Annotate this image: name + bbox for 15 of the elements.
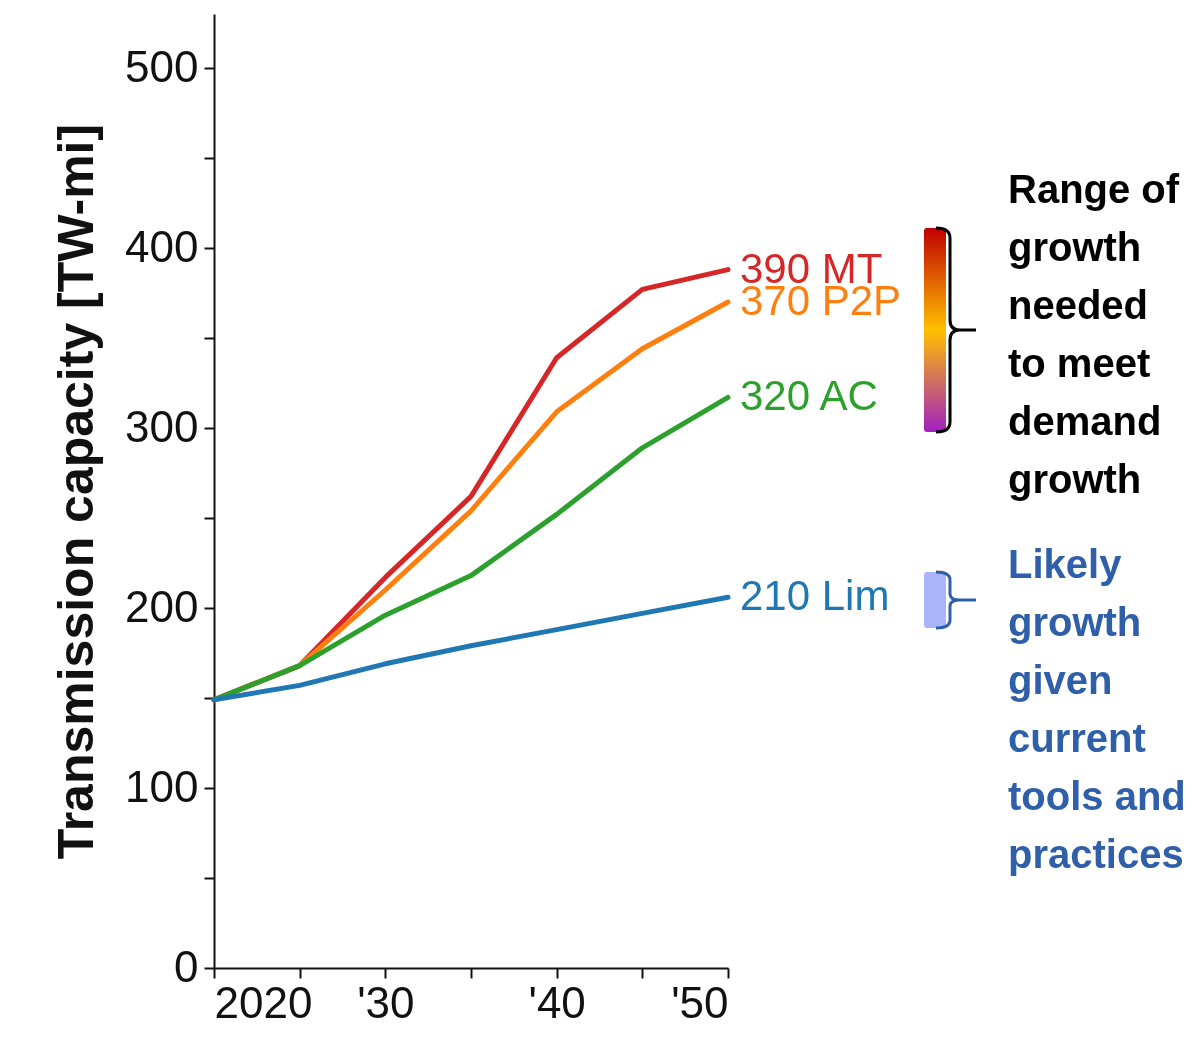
series-label: 210 Lim: [740, 572, 890, 620]
x-tick-label: '30: [357, 977, 415, 1027]
y-tick-label: 100: [125, 761, 199, 811]
text: Likely growth given current tools and practices: [1008, 541, 1187, 878]
y-axis-title: Transmission capacity [TW-mi]: [48, 123, 105, 860]
x-tick-label: '40: [528, 977, 586, 1027]
series-label: 320 AC: [740, 372, 878, 420]
text: Range of growth needed to meet demand growth: [1008, 166, 1181, 503]
y-tick-label: 500: [125, 41, 199, 91]
y-tick-label: 400: [125, 221, 199, 271]
x-tick-label: 2020: [214, 977, 313, 1027]
y-tick-label: 200: [125, 581, 199, 631]
y-tick-label: 300: [125, 401, 199, 451]
y-tick-label: 0: [174, 941, 199, 991]
x-tick-label: '50: [671, 977, 729, 1027]
